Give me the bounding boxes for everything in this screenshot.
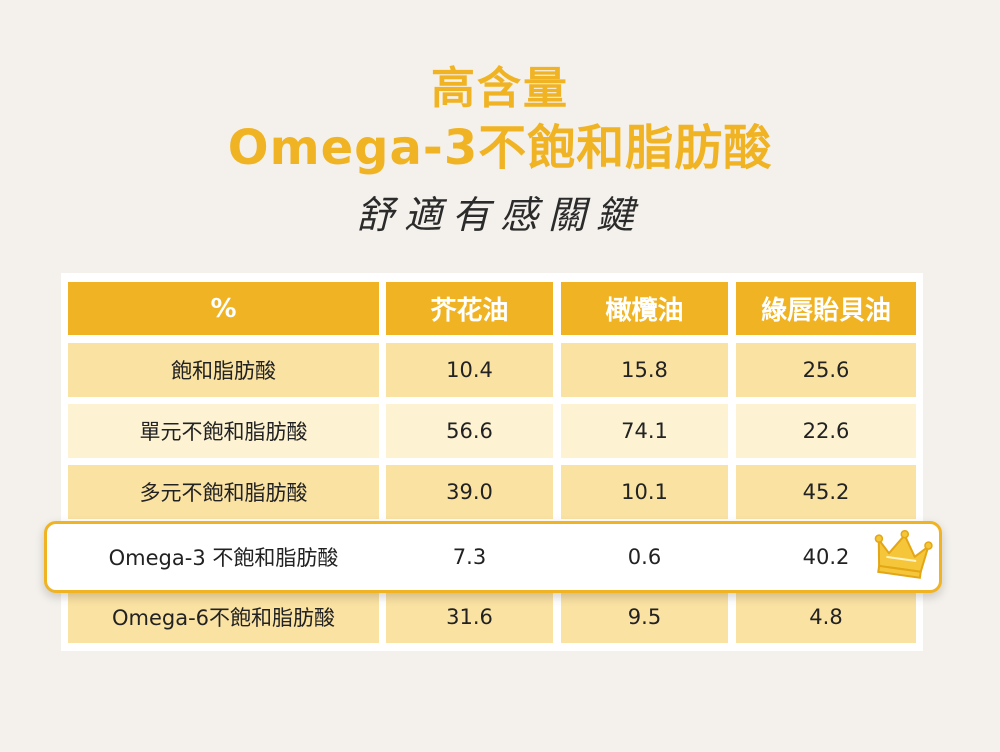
table-cell: 31.6: [386, 591, 553, 643]
title-line-1: 高含量: [431, 63, 569, 114]
highlighted-row-omega-3: Omega-3 不飽和脂肪酸 7.3 0.6 40.2: [44, 521, 942, 593]
subtitle: 舒適有感關鍵: [355, 193, 644, 237]
header-cell-canola-oil: 芥花油: [386, 282, 553, 335]
table-cell: 45.2: [736, 465, 916, 519]
table-cell: 40.2: [802, 545, 850, 569]
table-cell: 74.1: [561, 404, 728, 458]
table-cell: 22.6: [736, 404, 916, 458]
row-label-polyunsaturated-fat: 多元不飽和脂肪酸: [68, 465, 379, 519]
table-cell: 4.8: [736, 591, 916, 643]
table-cell: 9.5: [561, 591, 728, 643]
table-cell: 15.8: [561, 343, 728, 397]
header-cell-olive-oil: 橄欖油: [561, 282, 728, 335]
table-cell: 56.6: [386, 404, 553, 458]
table-cell: 10.1: [561, 465, 728, 519]
row-label-saturated-fat: 飽和脂肪酸: [68, 343, 379, 397]
header-cell-green-lipped-mussel-oil: 綠唇貽貝油: [736, 282, 916, 335]
row-label-omega-6: Omega-6不飽和脂肪酸: [68, 591, 379, 643]
title-line-2: Omega-3不飽和脂肪酸: [227, 120, 773, 176]
table-cell: 0.6: [627, 545, 662, 569]
table-cell: 39.0: [386, 465, 553, 519]
table-cell: 7.3: [452, 545, 487, 569]
table-cell: 10.4: [386, 343, 553, 397]
row-label-omega-3: Omega-3 不飽和脂肪酸: [108, 546, 339, 570]
header-cell-percent: %: [68, 282, 379, 335]
table-cell: 25.6: [736, 343, 916, 397]
crown-icon: [874, 529, 933, 579]
row-label-monounsaturated-fat: 單元不飽和脂肪酸: [68, 404, 379, 458]
